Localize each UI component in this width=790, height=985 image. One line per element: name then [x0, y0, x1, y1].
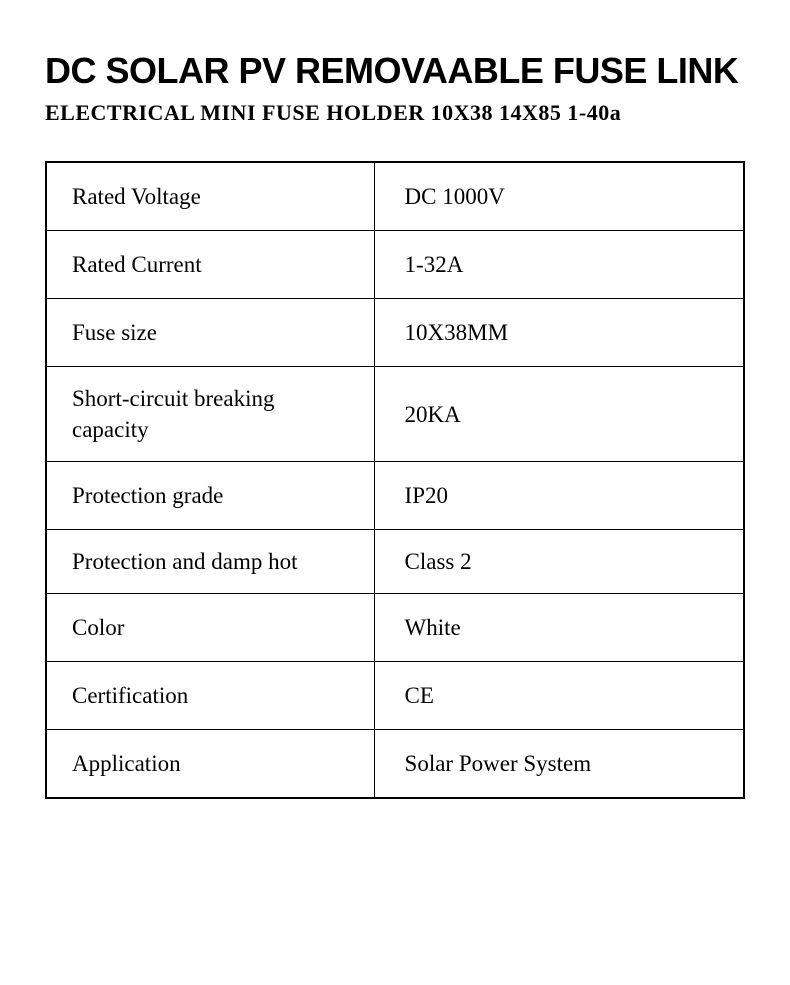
spec-value: CE [374, 662, 744, 730]
spec-value: IP20 [374, 462, 744, 530]
table-row: Fuse size 10X38MM [46, 299, 744, 367]
page-title: DC SOLAR PV REMOVAABLE FUSE LINK [45, 50, 745, 92]
spec-value: White [374, 594, 744, 662]
spec-label: Protection grade [46, 462, 374, 530]
specs-table: Rated Voltage DC 1000V Rated Current 1-3… [45, 161, 745, 799]
spec-value: Class 2 [374, 530, 744, 594]
specs-table-body: Rated Voltage DC 1000V Rated Current 1-3… [46, 162, 744, 798]
table-row: Certification CE [46, 662, 744, 730]
spec-label: Short-circuit breaking capacity [46, 367, 374, 462]
table-row: Protection grade IP20 [46, 462, 744, 530]
table-row: Application Solar Power System [46, 730, 744, 799]
spec-value: 1-32A [374, 231, 744, 299]
table-row: Rated Voltage DC 1000V [46, 162, 744, 231]
spec-value: Solar Power System [374, 730, 744, 799]
spec-label: Rated Voltage [46, 162, 374, 231]
table-row: Rated Current 1-32A [46, 231, 744, 299]
spec-label: Fuse size [46, 299, 374, 367]
table-row: Short-circuit breaking capacity 20KA [46, 367, 744, 462]
spec-value: 20KA [374, 367, 744, 462]
spec-label: Certification [46, 662, 374, 730]
spec-label: Application [46, 730, 374, 799]
table-row: Color White [46, 594, 744, 662]
page-subtitle: ELECTRICAL MINI FUSE HOLDER 10X38 14X85 … [45, 100, 745, 126]
spec-label: Rated Current [46, 231, 374, 299]
table-row: Protection and damp hot Class 2 [46, 530, 744, 594]
spec-value: DC 1000V [374, 162, 744, 231]
spec-label: Color [46, 594, 374, 662]
spec-label: Protection and damp hot [46, 530, 374, 594]
spec-value: 10X38MM [374, 299, 744, 367]
